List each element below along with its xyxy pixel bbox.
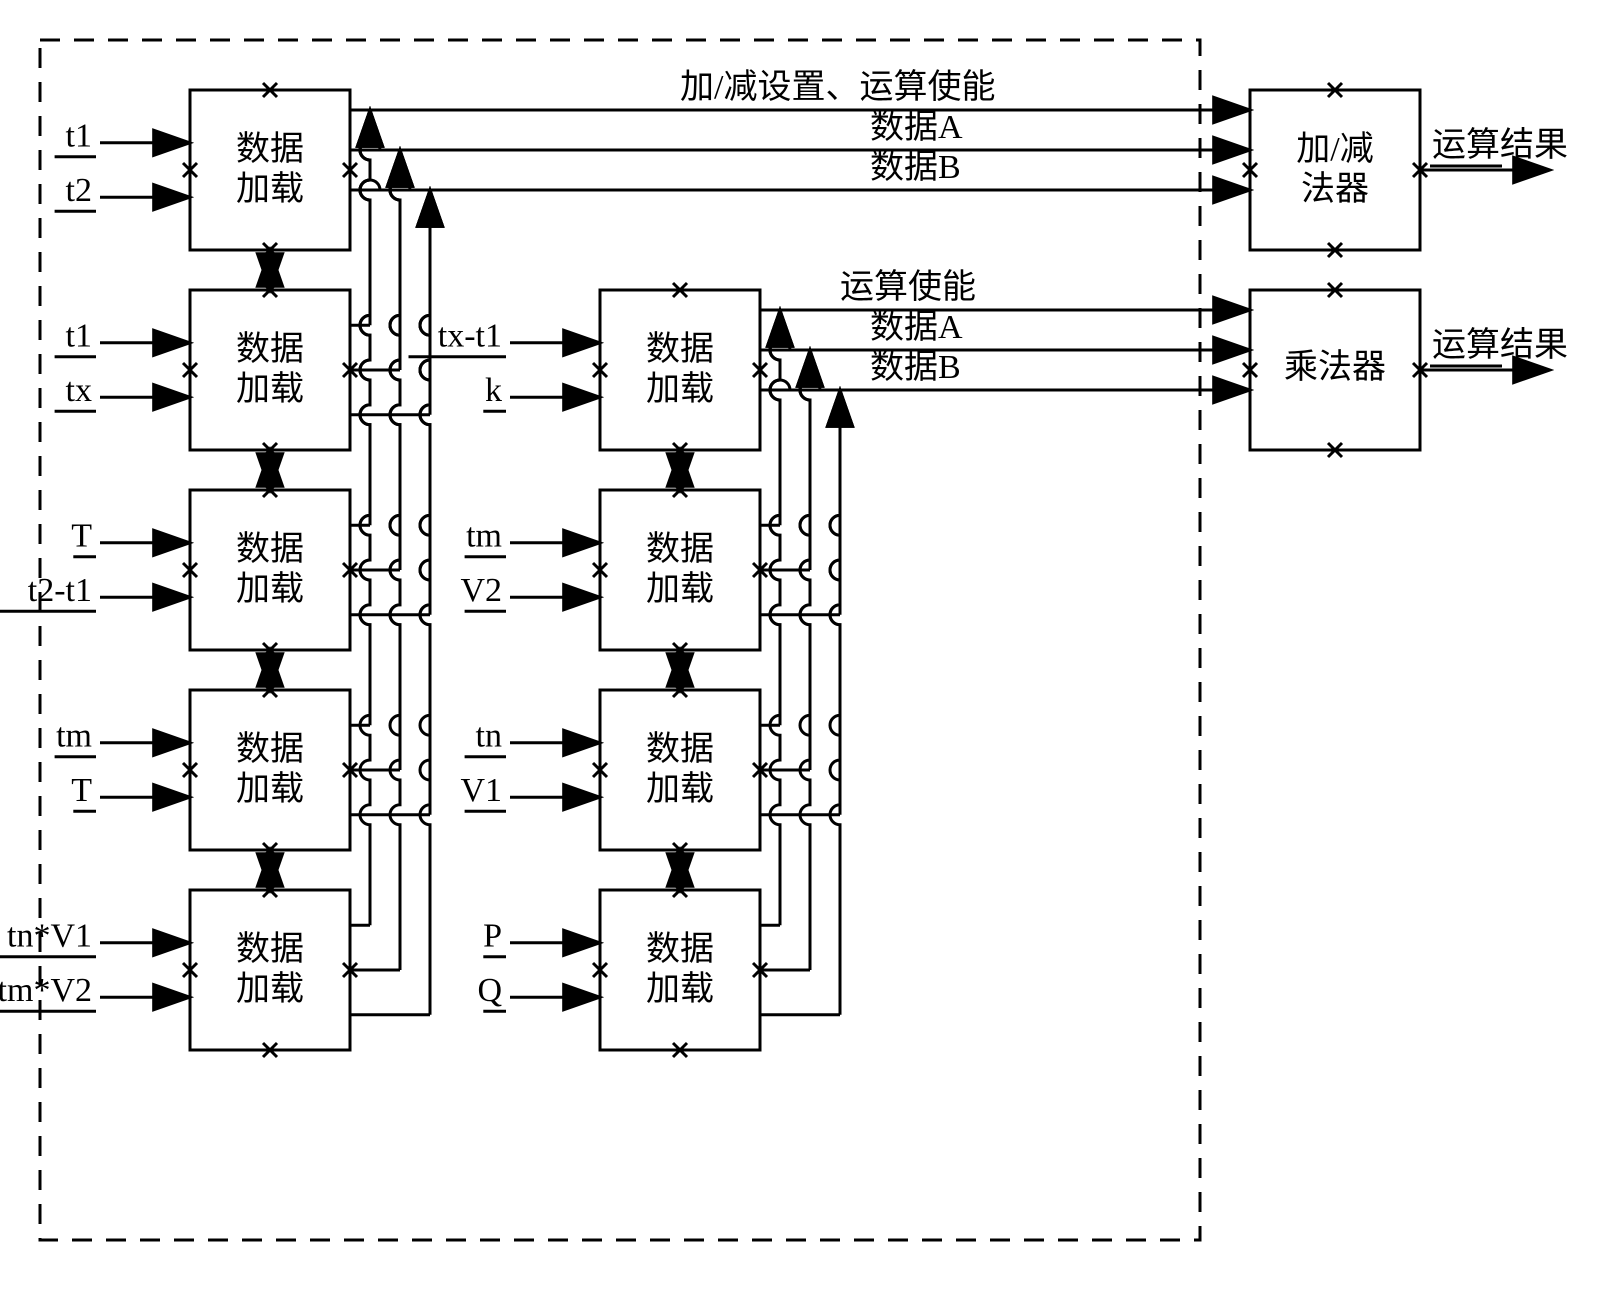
: 运算结果	[1432, 326, 1568, 364]
mulbus-A-hops	[760, 340, 1250, 350]
: 数据	[646, 730, 714, 768]
: 加/减	[1296, 131, 1373, 168]
: 加载	[646, 370, 714, 408]
: 数据	[646, 330, 714, 368]
: 法器	[1301, 170, 1369, 208]
: 数据	[236, 130, 304, 168]
: k	[485, 372, 502, 409]
: tn	[476, 718, 502, 755]
: V1	[460, 772, 502, 809]
: 加载	[236, 970, 304, 1008]
lbl-addsub-B: 数据B	[870, 148, 961, 186]
: tm	[56, 718, 92, 755]
bus-A-hops	[350, 140, 1250, 150]
lbl-mul-A: 数据A	[870, 308, 963, 346]
: T	[71, 772, 92, 809]
L4-riser-A	[390, 150, 400, 970]
: 数据	[646, 930, 714, 968]
: tm*V2	[0, 972, 92, 1009]
: T	[71, 518, 92, 555]
M3-riser-B	[830, 390, 840, 1015]
: tx	[66, 372, 92, 409]
: Q	[477, 972, 502, 1009]
: 数据	[646, 530, 714, 568]
: 乘法器	[1284, 348, 1386, 386]
: 数据	[236, 330, 304, 368]
diagram-canvas: 数据加载t1t2数据加载t1tx数据加载Tt2-t1数据加载tmT数据加载tn*…	[0, 0, 1624, 1312]
mulbus-B-hops	[760, 380, 1250, 390]
: 运算结果	[1432, 126, 1568, 164]
lbl-mul-B: 数据B	[870, 348, 961, 386]
: t2	[66, 172, 92, 209]
: P	[483, 918, 502, 955]
lbl-mul-ctrl: 运算使能	[840, 268, 976, 306]
: 加载	[236, 770, 304, 808]
: 加载	[646, 770, 714, 808]
M3-riser-A	[800, 350, 810, 970]
: 加载	[646, 970, 714, 1008]
lbl-addsub-A: 数据A	[870, 108, 963, 146]
: t2-t1	[28, 572, 92, 609]
L4-riser-B	[420, 190, 430, 1015]
: t1	[66, 318, 92, 355]
: 加载	[236, 370, 304, 408]
M3-riser-ctrl	[770, 310, 780, 925]
: tx-t1	[438, 318, 502, 355]
: 数据	[236, 730, 304, 768]
: tn*V1	[7, 918, 92, 955]
lbl-addsub-ctrl: 加/减设置、运算使能	[680, 68, 995, 106]
: 加载	[236, 170, 304, 208]
: t1	[66, 118, 92, 155]
: 加载	[646, 570, 714, 608]
: 数据	[236, 930, 304, 968]
: 加载	[236, 570, 304, 608]
bus-B-hops	[350, 180, 1250, 190]
: tm	[466, 518, 502, 555]
: 数据	[236, 530, 304, 568]
: V2	[460, 572, 502, 609]
